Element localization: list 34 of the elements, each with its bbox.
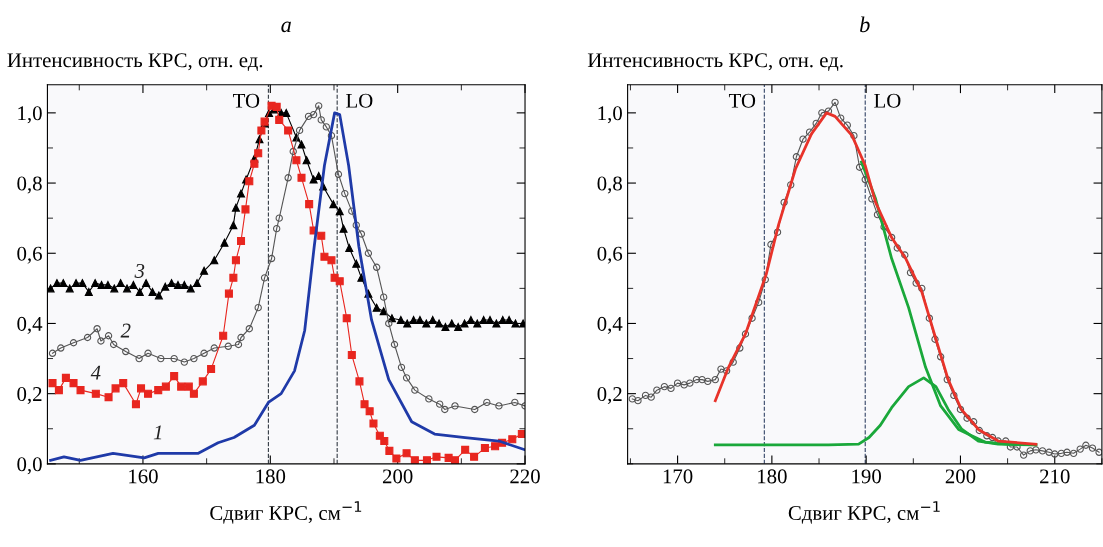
y-tick-label: 1,0 [18, 106, 42, 124]
x-tick-label: 180 [256, 469, 286, 484]
x-tick-label: 220 [510, 469, 540, 484]
ref-line-label: LO [874, 93, 901, 108]
series-label: 3 [134, 263, 145, 278]
x-tick-label: 180 [758, 469, 787, 484]
y-tick-label: 0,8 [597, 176, 622, 194]
y-tick-label: 0,4 [17, 316, 43, 334]
y-axis-title: Интенсивность КРС, отн. ед. [7, 53, 263, 72]
y-axis-title: Интенсивность КРС, отн. ед. [587, 53, 843, 72]
x-tick-label: 200 [945, 469, 976, 484]
y-tick-label: 0,8 [17, 176, 42, 194]
y-tick-label: 0,0 [17, 457, 42, 475]
ref-line-label: LO [346, 93, 373, 108]
chart-title: b [860, 16, 870, 33]
y-tick-label: 0,2 [17, 387, 42, 405]
y-tick-label: 0,4 [597, 316, 623, 334]
series-label: 2 [120, 323, 131, 338]
x-tick-label: 160 [129, 469, 158, 484]
x-tick-label: 210 [1040, 469, 1070, 484]
y-tick-label: 0,6 [17, 246, 42, 264]
chart-title: a [281, 21, 291, 33]
y-tick-label: 0,2 [597, 387, 622, 405]
x-tick-label: 170 [663, 469, 693, 484]
x-axis-title: Сдвиг КРС, см$^{−1}$ [788, 501, 940, 524]
x-tick-label: 190 [852, 469, 881, 484]
series-label: 4 [90, 365, 101, 380]
y-tick-label: 0,6 [597, 246, 623, 264]
y-tick-label: 1,0 [598, 106, 622, 124]
ref-line-label: TO [728, 93, 756, 108]
x-axis-title: Сдвиг КРС, см$^{−1}$ [210, 501, 362, 524]
x-tick-label: 200 [382, 469, 413, 484]
series-label: 1 [153, 425, 162, 440]
ref-line-label: TO [233, 93, 260, 108]
